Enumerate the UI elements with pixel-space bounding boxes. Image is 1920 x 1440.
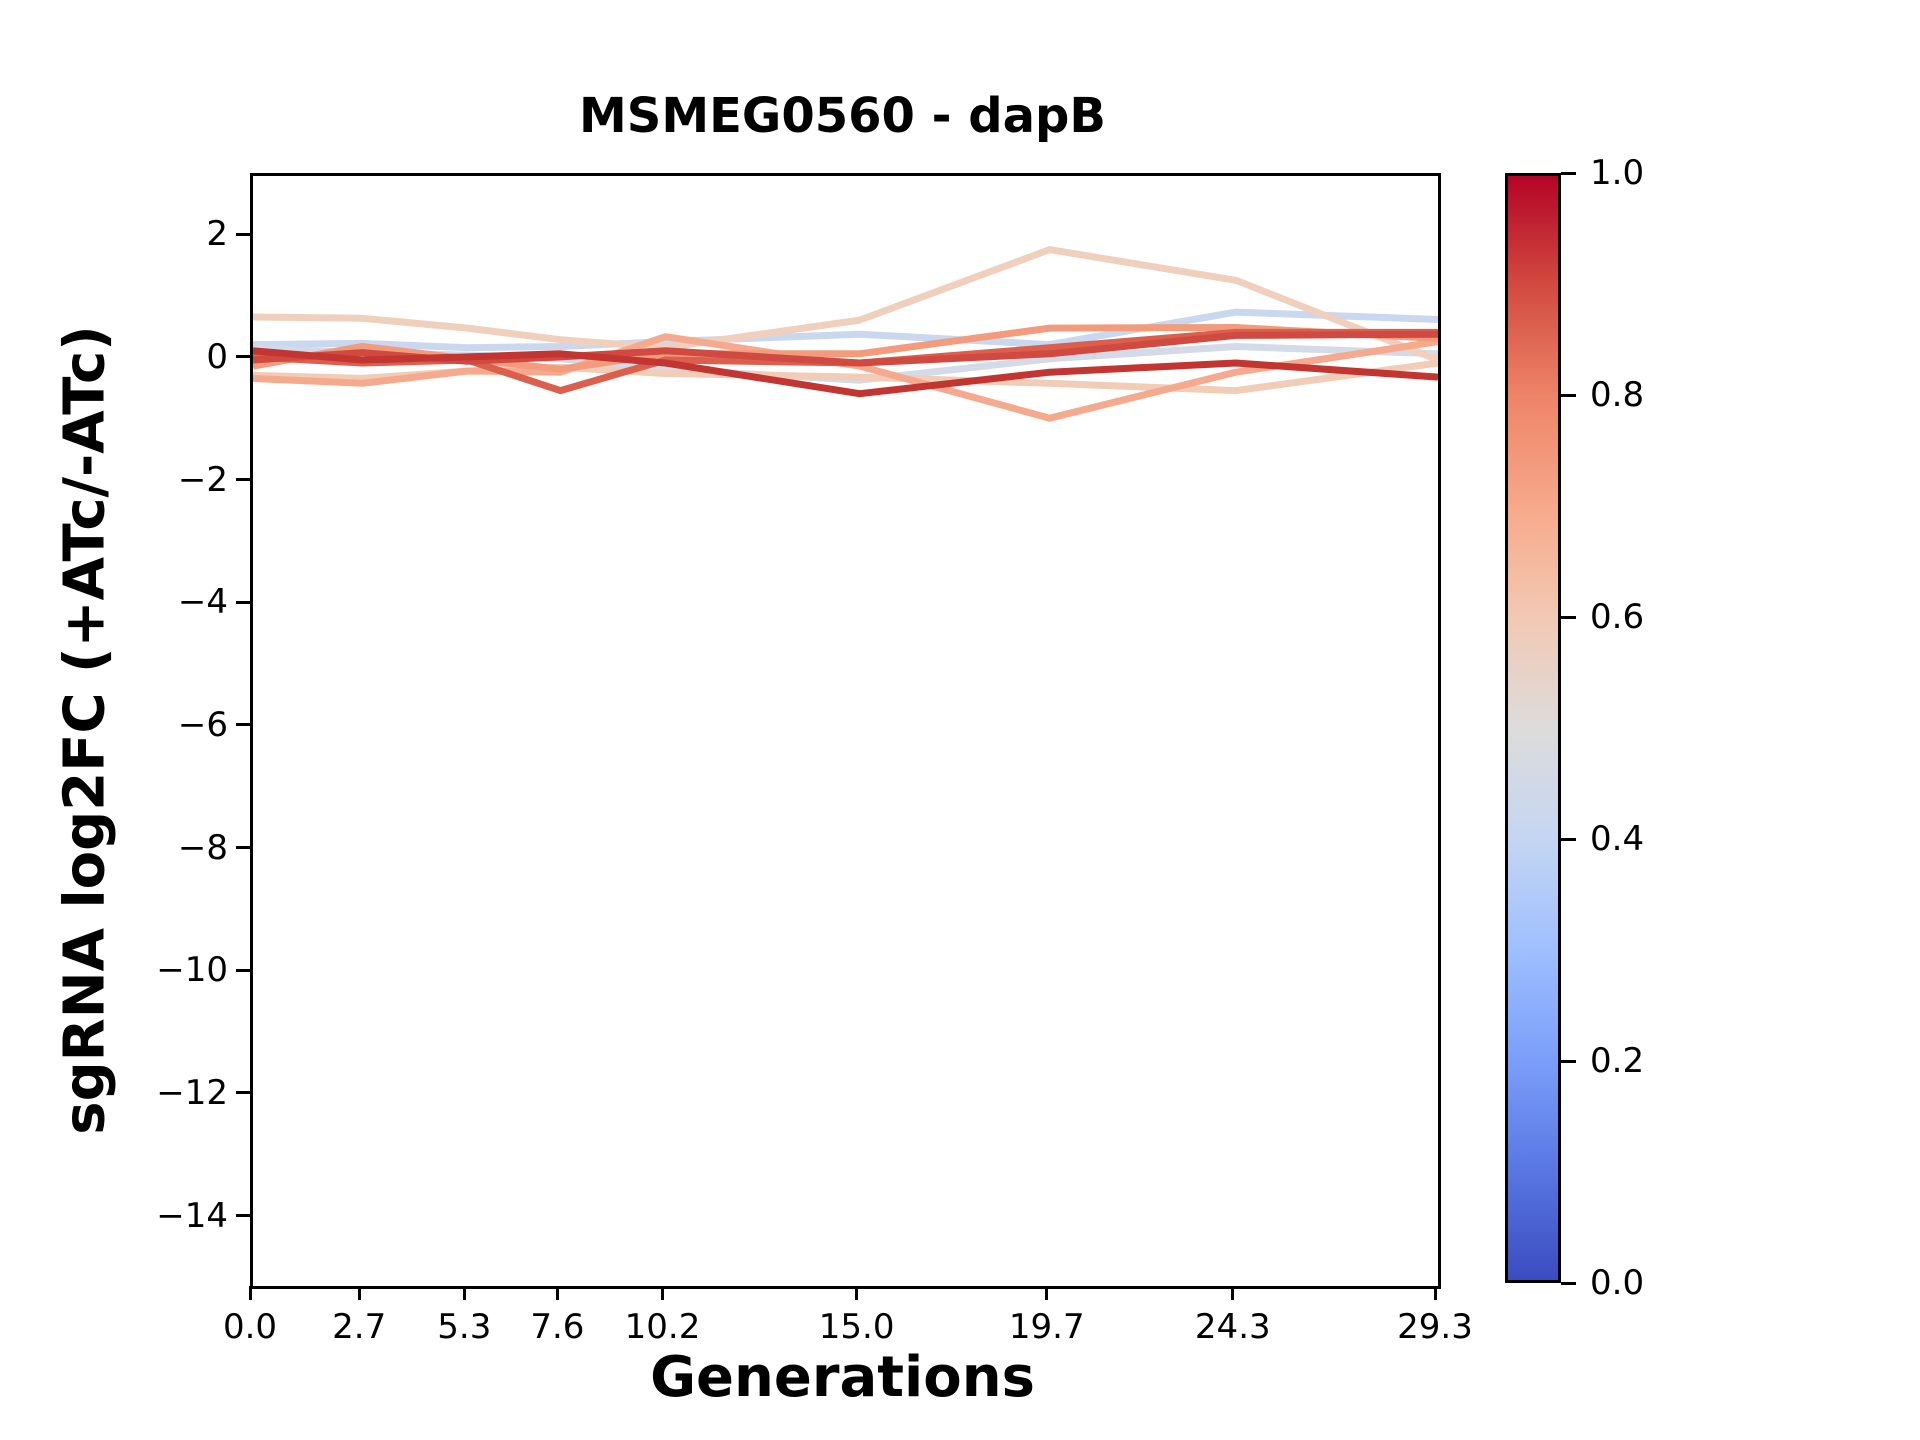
x-tick-label: 2.7 [332, 1307, 387, 1347]
colorbar-tick-mark [1561, 171, 1576, 175]
colorbar-tick-label: 0.6 [1590, 597, 1645, 637]
colorbar-tick-mark [1561, 615, 1576, 619]
y-tick-mark [236, 846, 250, 850]
y-tick-mark [236, 600, 250, 604]
colorbar-tick-label: 0.8 [1590, 375, 1645, 415]
y-tick-label: −10 [156, 950, 228, 991]
y-tick-label: −6 [177, 704, 228, 745]
x-axis-label: Generations [650, 1345, 1035, 1410]
x-tick-label: 10.2 [624, 1307, 701, 1347]
series-line-sgRNA-9 [253, 347, 1438, 398]
colorbar-tick-label: 1.0 [1590, 153, 1645, 193]
x-tick-label: 29.3 [1397, 1307, 1473, 1347]
y-tick-label: −12 [156, 1072, 228, 1113]
y-tick-mark [236, 723, 250, 727]
x-tick-label: 5.3 [437, 1307, 492, 1347]
x-tick-label: 0.0 [222, 1307, 278, 1347]
x-tick-mark [555, 1286, 559, 1300]
x-tick-mark [1433, 1286, 1437, 1300]
y-tick-mark [236, 355, 250, 359]
y-tick-mark [236, 1214, 250, 1218]
y-tick-mark [236, 968, 250, 972]
plot-area [250, 173, 1441, 1289]
y-tick-label: −8 [177, 827, 228, 868]
colorbar-tick-mark [1561, 393, 1576, 397]
y-tick-label: 0 [206, 336, 228, 377]
y-tick-label: −4 [177, 582, 228, 623]
y-tick-mark [236, 478, 250, 482]
colorbar-tick-label: 0.2 [1590, 1041, 1645, 1081]
colorbar-tick-label: 0.0 [1590, 1263, 1645, 1303]
x-tick-mark [248, 1286, 252, 1300]
y-tick-label: −14 [156, 1195, 228, 1236]
colorbar-tick-label: 0.4 [1590, 819, 1645, 859]
x-tick-mark [357, 1286, 361, 1300]
colorbar-tick-mark [1561, 1059, 1576, 1063]
y-tick-mark [236, 1091, 250, 1095]
series-lines-canvas [253, 246, 1438, 422]
x-tick-mark [462, 1286, 466, 1300]
y-tick-label: −2 [177, 459, 228, 500]
y-tick-mark [236, 232, 250, 236]
x-tick-mark [1231, 1286, 1235, 1300]
colorbar-tick-mark [1561, 837, 1576, 841]
x-tick-mark [1045, 1286, 1049, 1300]
x-tick-mark [855, 1286, 859, 1300]
y-tick-label: 2 [206, 214, 228, 255]
x-tick-label: 7.6 [530, 1307, 585, 1347]
x-tick-mark [661, 1286, 665, 1300]
colorbar [1505, 173, 1561, 1283]
chart-title: MSMEG0560 - dapB [579, 88, 1106, 144]
x-tick-label: 19.7 [1008, 1307, 1085, 1347]
series-line-sgRNA-1 [253, 308, 1438, 352]
series-line-sgRNA-5 [253, 333, 1438, 422]
colorbar-tick-mark [1561, 1281, 1576, 1285]
x-tick-label: 24.3 [1194, 1307, 1271, 1347]
x-tick-label: 15.0 [818, 1307, 895, 1347]
